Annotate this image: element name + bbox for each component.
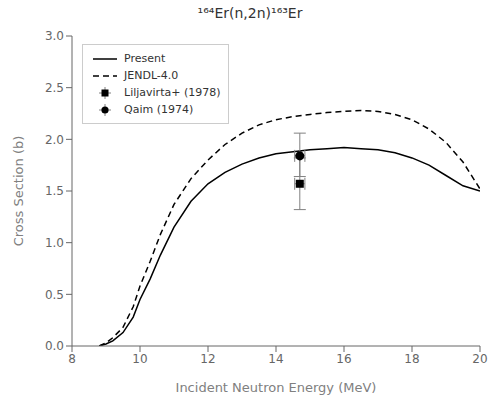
html-text:Liljavirta+ (1978): Liljavirta+ (1978) — [124, 86, 221, 99]
svg-text:Cross Section (b): Cross Section (b) — [11, 136, 26, 247]
svg-text:1.5: 1.5 — [45, 184, 64, 198]
html-text:Qaim (1974): Qaim (1974) — [124, 103, 194, 116]
svg-text:14: 14 — [268, 352, 283, 366]
svg-text:Incident Neutron Energy (MeV): Incident Neutron Energy (MeV) — [176, 380, 377, 395]
svg-text:18: 18 — [404, 352, 419, 366]
svg-text:0.5: 0.5 — [45, 288, 64, 302]
html-text:Present: Present — [124, 52, 166, 65]
svg-text:2.0: 2.0 — [45, 133, 64, 147]
svg-text:0.0: 0.0 — [45, 339, 64, 353]
html-text:JENDL-4.0: JENDL-4.0 — [124, 69, 179, 82]
svg-text:1.0: 1.0 — [45, 236, 64, 250]
svg-text:2.5: 2.5 — [45, 81, 64, 95]
svg-text:3.0: 3.0 — [45, 29, 64, 43]
svg-text:12: 12 — [200, 352, 215, 366]
svg-text:20: 20 — [472, 352, 487, 366]
svg-text:8: 8 — [68, 352, 76, 366]
svg-text:10: 10 — [132, 352, 147, 366]
svg-text:16: 16 — [336, 352, 351, 366]
html-text:¹⁶⁴Er(n,2n)¹⁶³Er: ¹⁶⁴Er(n,2n)¹⁶³Er — [197, 5, 303, 21]
